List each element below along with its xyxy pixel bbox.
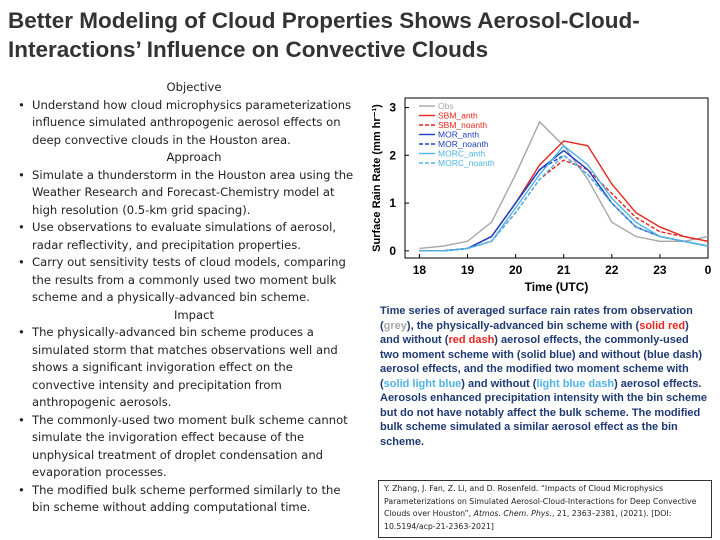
- caption-text: ), the physically-advanced bin scheme wi…: [406, 319, 640, 332]
- slide-title: Better Modeling of Cloud Properties Show…: [8, 8, 640, 62]
- caption-text: ) aerosol effects. Aerosols enhanced pre…: [380, 377, 708, 448]
- caption: Time series of averaged surface rain rat…: [380, 304, 710, 449]
- bullet-item: The physically-advanced bin scheme produ…: [18, 324, 358, 412]
- reference-text: Y. Zhang, J. Fan, Z. Li, and D. Rosenfel…: [384, 484, 697, 518]
- y-axis-label: Surface Rain Rate (mm hr⁻¹): [371, 104, 383, 252]
- section-heading: Impact: [173, 307, 215, 322]
- series-line: [419, 154, 709, 252]
- series-line: [419, 154, 709, 252]
- legend-label: MORC_noanth: [438, 158, 495, 168]
- bullet-item: Use observations to evaluate simulations…: [18, 219, 358, 254]
- plot-area: [404, 97, 709, 259]
- reference: Y. Zhang, J. Fan, Z. Li, and D. Rosenfel…: [378, 480, 712, 538]
- x-tick-label: 21: [557, 263, 571, 277]
- caption-text: ) and without (: [461, 377, 537, 390]
- x-axis-label: Time (UTC): [525, 280, 589, 294]
- bullet-item: The commonly-used two moment bulk scheme…: [18, 412, 358, 482]
- caption-text: ) and without (: [380, 319, 689, 347]
- caption-text: light blue dash: [536, 377, 615, 390]
- y-tick-label: 1: [389, 196, 396, 210]
- text-column: Objective Understand how cloud microphysi…: [18, 79, 358, 517]
- bullet-item: The modified bulk scheme performed simil…: [18, 482, 358, 517]
- bullet-item: Simulate a thunderstorm in the Houston a…: [18, 167, 358, 220]
- journal: Atmos. Chem. Phys.: [473, 509, 552, 518]
- reference-text: , 21, 2363–2381, (2021). [DOI: 10.5194/a…: [384, 509, 672, 531]
- section-heading: Objective: [166, 80, 222, 94]
- legend-label: SBM_anth: [438, 111, 478, 121]
- y-tick-label: 0: [389, 244, 396, 258]
- bullet-item: Understand how cloud microphysics parame…: [18, 97, 358, 150]
- caption-text: grey: [383, 319, 407, 332]
- legend-label: MOR_anth: [438, 130, 479, 140]
- x-tick-label: 20: [509, 263, 523, 277]
- section-heading: Approach: [166, 150, 222, 164]
- y-tick-label: 2: [389, 148, 396, 162]
- x-tick-label: 23: [653, 263, 667, 277]
- caption-text: red dash: [448, 334, 495, 346]
- legend-label: MOR_noanth: [438, 139, 489, 149]
- bullet-item: Carry out sensitivity tests of cloud mod…: [18, 254, 358, 307]
- x-tick-label: 22: [605, 263, 619, 277]
- y-tick-label: 3: [389, 101, 396, 115]
- caption-text: ) aerosol effects, the commonly-used two…: [380, 334, 703, 390]
- x-tick-label: 0: [705, 263, 712, 277]
- caption-text: solid red: [639, 319, 686, 332]
- legend-label: Obs: [438, 101, 454, 111]
- x-tick-label: 19: [461, 263, 475, 277]
- caption-text: Time series of averaged surface rain rat…: [380, 305, 693, 332]
- legend-label: MORC_anth: [438, 149, 486, 159]
- legend-label: SBM_noanth: [438, 120, 487, 130]
- x-tick-label: 18: [413, 263, 427, 277]
- caption-text: solid light blue: [383, 377, 462, 390]
